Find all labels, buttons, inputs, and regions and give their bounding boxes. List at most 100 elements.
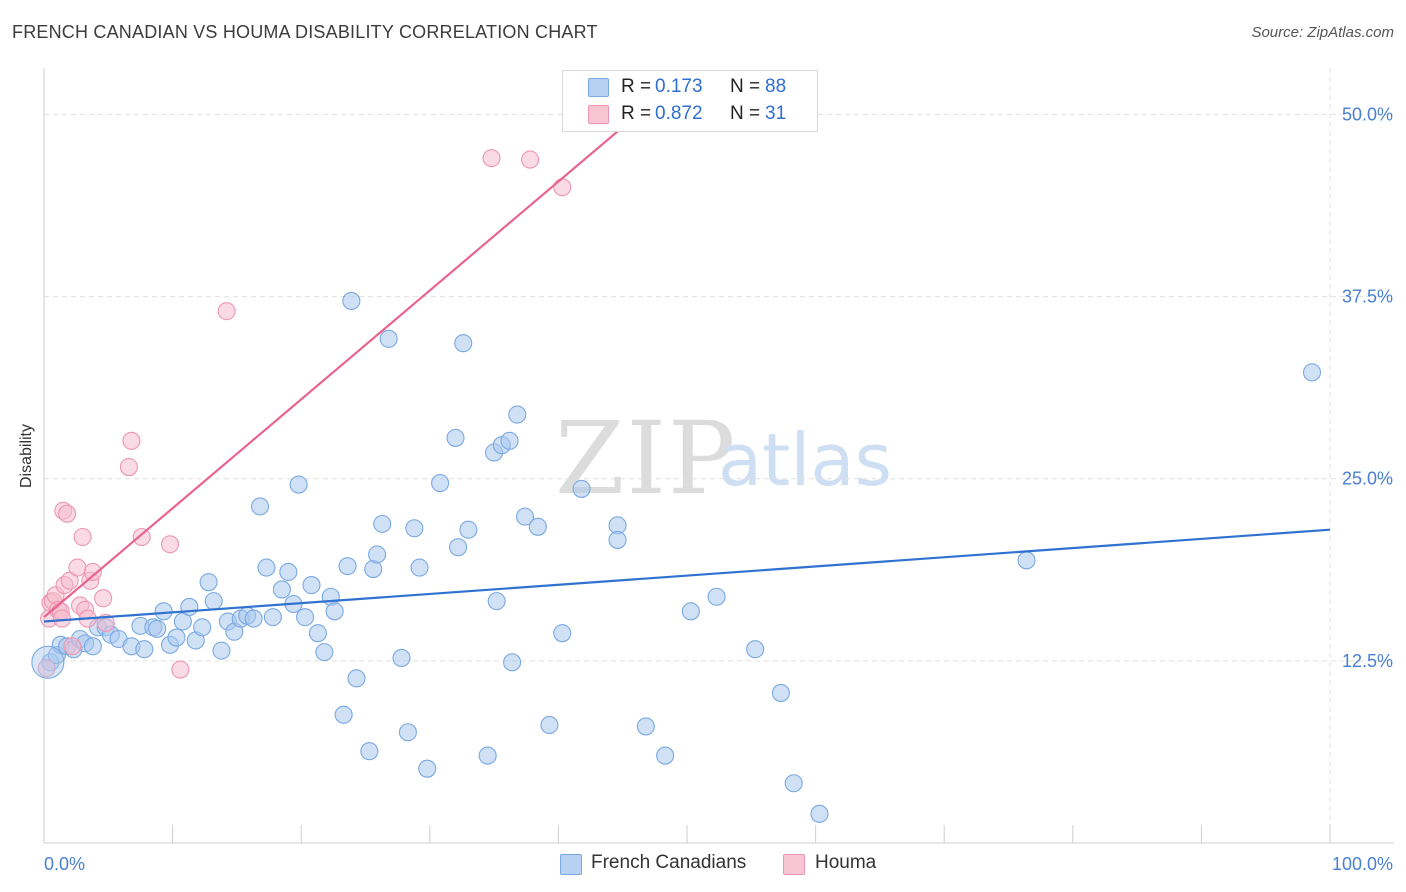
point-french-canadians	[500, 431, 519, 450]
point-houma	[68, 558, 87, 577]
point-french-canadians	[373, 514, 392, 533]
point-houma	[63, 637, 82, 656]
point-french-canadians	[398, 723, 417, 742]
point-houma	[160, 535, 180, 554]
bottom-legend-label-french-canadians: French Canadians	[591, 852, 747, 873]
point-french-canadians	[204, 592, 223, 611]
point-french-canadians	[478, 746, 497, 765]
y-tick-label: 12.5%	[1342, 651, 1393, 671]
legend-r-value: 0.173	[655, 76, 703, 97]
point-french-canadians	[446, 428, 465, 447]
legend-swatch-french-canadians	[588, 78, 609, 97]
point-houma	[217, 302, 236, 321]
watermark-atlas: atlas	[718, 418, 892, 502]
legend-r-label: R =	[621, 76, 652, 97]
watermark-zip: ZIP	[555, 400, 738, 517]
point-french-canadians	[810, 804, 829, 823]
legend-n-label: N =	[730, 76, 761, 97]
point-houma	[73, 527, 92, 547]
point-french-canadians	[746, 640, 765, 659]
point-houma	[521, 150, 540, 169]
point-french-canadians	[454, 334, 473, 353]
legend-n-label: N =	[730, 103, 761, 124]
point-french-canadians	[459, 520, 478, 539]
point-houma	[96, 613, 115, 633]
bottom-legend-swatch-blue	[560, 854, 582, 875]
point-french-canadians	[180, 597, 199, 616]
point-french-canadians	[347, 669, 366, 688]
point-french-canadians	[503, 653, 522, 672]
point-french-canadians	[83, 637, 102, 656]
point-houma	[553, 178, 572, 197]
x-tick-label: 0.0%	[44, 854, 85, 874]
legend-r-label: R =	[621, 103, 652, 124]
legend-swatch-houma	[588, 105, 609, 124]
point-french-canadians	[308, 624, 327, 643]
point-french-canadians	[315, 643, 334, 662]
point-houma	[122, 431, 141, 450]
point-french-canadians	[572, 479, 591, 498]
y-tick-label: 50.0%	[1342, 104, 1393, 124]
point-french-canadians	[784, 774, 803, 793]
point-french-canadians	[263, 608, 282, 627]
point-houma	[58, 504, 77, 523]
point-french-canadians	[279, 562, 298, 582]
x-tick-label: 100.0%	[1332, 854, 1393, 874]
point-french-canadians	[449, 538, 468, 557]
point-french-canadians	[771, 683, 790, 702]
point-french-canadians	[148, 619, 167, 638]
point-french-canadians	[257, 558, 276, 577]
point-french-canadians-cluster	[31, 645, 65, 679]
point-french-canadians	[608, 530, 627, 549]
point-houma	[94, 589, 113, 608]
point-french-canadians	[342, 291, 361, 310]
point-french-canadians	[193, 618, 212, 637]
point-french-canadians	[360, 742, 379, 761]
point-french-canadians	[379, 329, 398, 348]
point-french-canadians	[368, 545, 387, 564]
legend-r-value: 0.872	[655, 103, 703, 124]
point-houma	[132, 527, 151, 547]
point-french-canadians	[244, 609, 263, 628]
y-tick-label: 37.5%	[1342, 287, 1393, 307]
point-french-canadians	[325, 602, 344, 621]
chart-title: FRENCH CANADIAN VS HOUMA DISABILITY CORR…	[12, 22, 598, 42]
point-french-canadians	[334, 705, 353, 724]
point-french-canadians	[302, 576, 321, 595]
point-houma	[119, 458, 138, 477]
point-french-canadians	[296, 608, 315, 627]
bottom-legend-label-houma: Houma	[815, 852, 877, 873]
point-french-canadians	[540, 715, 559, 735]
point-french-canadians	[528, 517, 547, 536]
legend-row-french-canadians: R = 0.173 N = 88	[563, 74, 817, 101]
trend-line-houma	[43, 99, 656, 618]
point-french-canadians	[410, 558, 429, 577]
point-houma	[171, 660, 190, 679]
point-french-canadians	[508, 405, 527, 424]
point-french-canadians	[199, 573, 218, 592]
y-tick-label: 25.0%	[1342, 469, 1393, 489]
point-houma	[482, 149, 501, 168]
point-french-canadians	[392, 648, 411, 667]
point-houma	[52, 609, 72, 628]
point-french-canadians	[636, 717, 655, 736]
point-french-canadians	[1017, 551, 1036, 570]
point-french-canadians	[289, 475, 308, 494]
point-french-canadians	[707, 587, 726, 606]
point-french-canadians	[418, 759, 437, 778]
point-french-canadians	[338, 557, 357, 576]
point-french-canadians	[154, 602, 173, 621]
legend-n-value: 88	[765, 76, 787, 97]
point-french-canadians	[212, 641, 231, 660]
trend-line-french-canadians	[43, 528, 1331, 623]
source-credit: Source: ZipAtlas.com	[1251, 24, 1394, 41]
legend-n-value: 31	[765, 103, 787, 124]
point-french-canadians	[431, 474, 450, 493]
point-french-canadians	[250, 497, 270, 516]
legend-row-houma: R = 0.872 N = 31	[563, 101, 817, 128]
point-french-canadians	[487, 592, 506, 611]
point-french-canadians	[1302, 363, 1322, 382]
point-houma	[37, 659, 56, 678]
point-french-canadians	[135, 640, 154, 659]
